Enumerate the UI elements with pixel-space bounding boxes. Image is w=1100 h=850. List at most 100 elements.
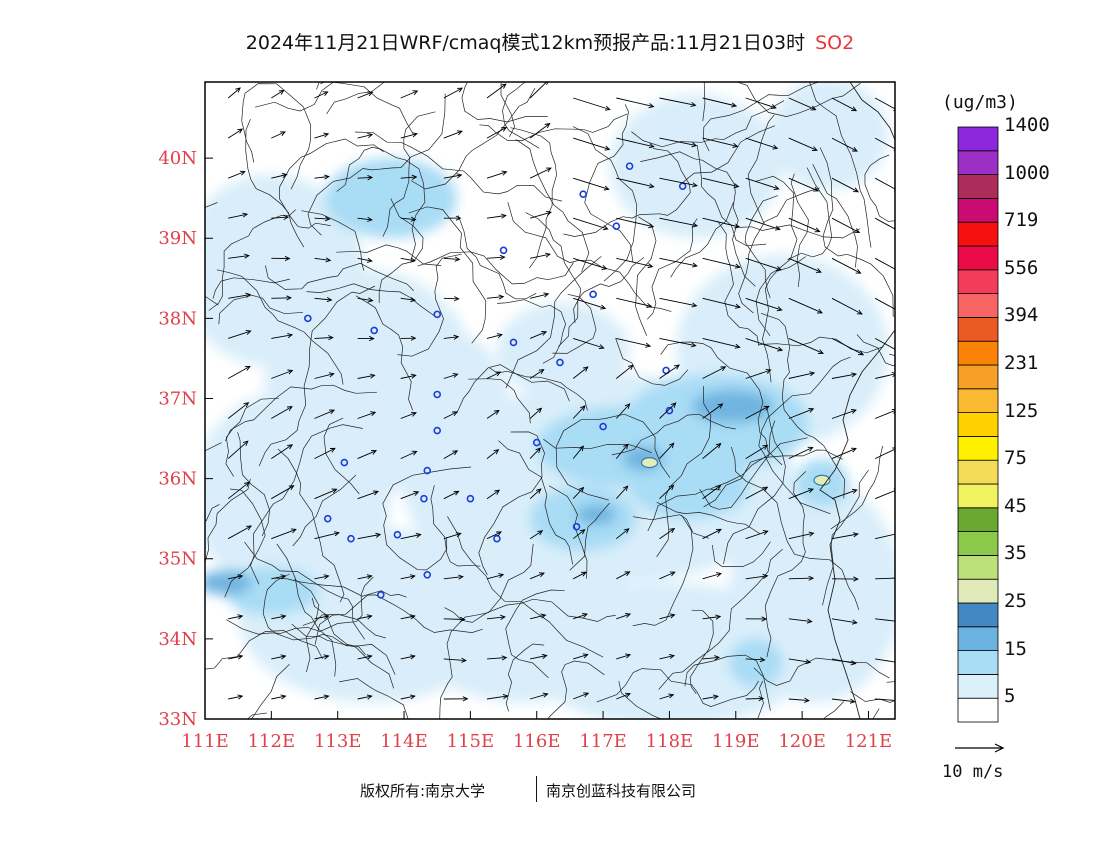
- wind-arrow-shaft: [357, 615, 372, 620]
- wind-arrow-head: [646, 302, 653, 308]
- city-marker: [579, 190, 587, 198]
- border-line: [510, 127, 557, 269]
- lon-label: 120E: [778, 731, 826, 752]
- wind-arrow-head: [715, 484, 722, 491]
- wind-arrow-shaft: [745, 444, 768, 459]
- border-line: [255, 82, 414, 134]
- wind-arrow-shaft: [702, 573, 722, 580]
- colorbar-label: 125: [1004, 399, 1039, 422]
- title-pollutant: SO2: [815, 32, 855, 54]
- wind-arrow-shaft: [228, 294, 251, 299]
- concentration-blob: [397, 334, 517, 559]
- wind-arrow-head: [541, 653, 548, 659]
- wind-arrow-shaft: [572, 529, 585, 540]
- wind-arrow-head: [690, 101, 697, 108]
- wind-arrow-head: [808, 531, 815, 537]
- wind-arrow-head: [691, 262, 698, 268]
- wind-arrow-shaft: [702, 366, 726, 379]
- city-marker: [377, 591, 385, 599]
- wind-arrow-head: [235, 87, 241, 93]
- wind-arrow-shaft: [314, 488, 337, 500]
- wind-arrow-head: [669, 571, 676, 577]
- border-line: [226, 576, 374, 635]
- wind-arrow-head: [601, 264, 608, 270]
- latitude-axis: 40N 39N 38N 37N 36N 35N 34N 33N: [158, 148, 213, 730]
- border-line: [216, 269, 344, 385]
- border-line: [753, 657, 890, 686]
- wind-arrow-head: [765, 368, 772, 374]
- wind-arrow-shaft: [529, 167, 552, 179]
- city-marker: [370, 326, 378, 335]
- wind-arrow-head: [762, 444, 769, 450]
- wind-arrow-shaft: [745, 177, 779, 190]
- border-line: [864, 154, 895, 222]
- border-line: [618, 680, 764, 719]
- wind-arrow-head: [733, 183, 740, 189]
- city-marker: [532, 438, 541, 447]
- wind-arrow-shaft: [573, 137, 610, 150]
- wind-arrow-head: [668, 693, 675, 699]
- wind-arrow-head: [858, 350, 865, 356]
- wind-arrow-head: [776, 306, 783, 312]
- border-line: [212, 277, 290, 299]
- wind-arrow-head: [502, 693, 509, 700]
- wind-arrow-shaft: [702, 297, 741, 308]
- wind-arrow-shaft: [443, 618, 465, 620]
- concentration-blob: [729, 638, 783, 687]
- city-marker: [665, 406, 674, 415]
- wind-arrow-head: [453, 296, 460, 302]
- wind-arrow-shaft: [745, 217, 781, 230]
- wind-arrow-head: [896, 268, 901, 272]
- wind-arrow-shaft: [314, 257, 331, 261]
- wind-arrow-head: [582, 613, 588, 619]
- wind-arrow-shaft: [529, 488, 542, 500]
- wind-arrow-shaft: [788, 658, 811, 663]
- lon-label: 119E: [712, 731, 760, 752]
- wind-arrow-head: [280, 654, 287, 660]
- border-line: [889, 353, 895, 356]
- wind-arrow-shaft: [271, 297, 291, 299]
- wind-arrow-shaft: [788, 408, 814, 419]
- wind-arrow-head: [542, 692, 549, 698]
- wind-arrow-shaft: [745, 697, 764, 700]
- colorbar-swatch: [957, 245, 999, 271]
- wind-arrow-shaft: [573, 257, 607, 270]
- wind-arrow-shaft: [529, 572, 545, 580]
- wind-arrow-head: [323, 654, 330, 660]
- colorbar-swatch: [957, 578, 999, 604]
- wind-arrow-head: [409, 654, 416, 660]
- wind-arrow-head: [851, 146, 858, 152]
- colorbar-swatch: [957, 555, 999, 580]
- wind-arrow-head: [578, 486, 585, 493]
- wind-arrow-shaft: [572, 445, 584, 459]
- wind-arrow-shaft: [616, 364, 634, 379]
- wind-arrow-head: [648, 223, 655, 229]
- border-line: [596, 668, 759, 707]
- colorbar-swatch: [957, 650, 999, 675]
- wind-arrow-shaft: [443, 450, 458, 459]
- wind-arrow-shaft: [616, 217, 654, 228]
- wind-arrow-head: [854, 228, 861, 233]
- wind-arrow-shaft: [227, 366, 251, 379]
- wind-arrow-head: [280, 574, 287, 580]
- wind-arrow-shaft: [573, 297, 606, 309]
- colorbar-label: 231: [1004, 352, 1039, 374]
- wind-arrow-shaft: [702, 443, 721, 459]
- wind-arrow-head: [462, 696, 469, 702]
- colorbar-swatch: [957, 674, 999, 699]
- wind-arrow-shaft: [875, 533, 895, 540]
- wind-arrow-head: [538, 572, 545, 578]
- wind-arrow-shaft: [875, 577, 895, 580]
- border-line: [302, 614, 386, 639]
- border-line: [291, 623, 395, 689]
- wind-arrow-shaft: [314, 176, 329, 179]
- border-line: [658, 548, 783, 690]
- border-line: [631, 100, 785, 148]
- wind-arrow-shaft: [271, 575, 286, 580]
- wind-arrow-shaft: [875, 698, 895, 701]
- wind-arrow-head: [604, 145, 611, 151]
- wind-arrow-head: [461, 657, 467, 663]
- border-line: [758, 336, 884, 354]
- wind-arrow-head: [537, 530, 544, 536]
- wind-arrow-shaft: [486, 657, 507, 660]
